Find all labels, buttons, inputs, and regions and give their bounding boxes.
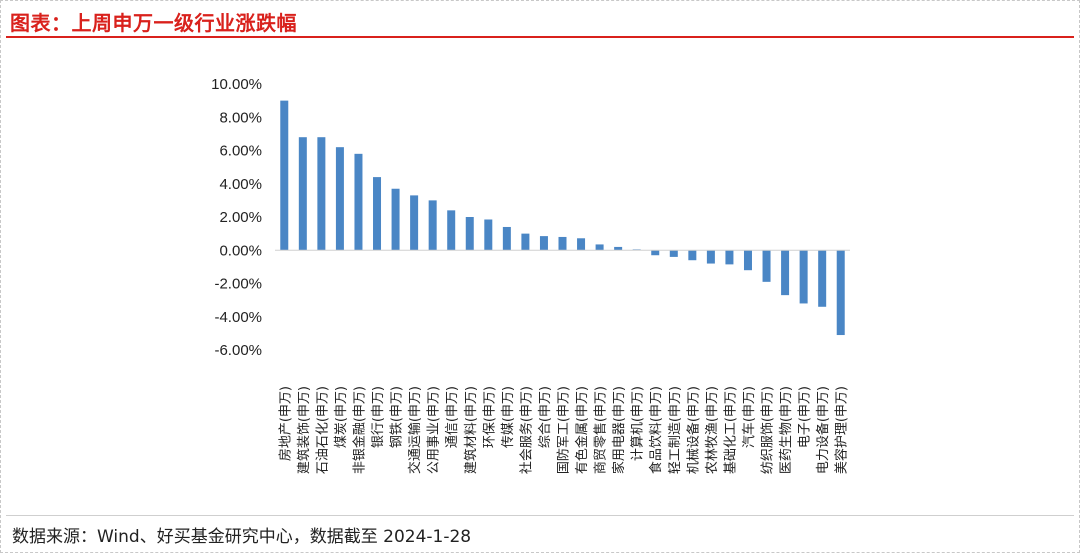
y-axis-labels: 10.00% 8.00% 6.00% 4.00% 2.00% 0.00% -2.00% -4.…: [211, 76, 262, 359]
x-tick-label: 煤炭(申万): [334, 386, 349, 448]
bar: [781, 250, 790, 296]
x-tick-label: 美容护理(申万): [834, 386, 850, 474]
title-rule: [6, 36, 1074, 38]
x-tick-label: 机械设备(申万): [685, 386, 701, 474]
x-tick-label: 农林牧渔(申万): [705, 386, 720, 474]
x-tick-label: 家用电器(申万): [611, 386, 627, 474]
source-note: 数据来源：Wind、好买基金研究中心，数据截至 2024-1-28: [12, 527, 472, 547]
x-tick-label: 公用事业(申万): [427, 386, 442, 474]
x-tick-label: 国防军工(申万): [556, 386, 572, 474]
y-tick-label: -2.00%: [214, 276, 262, 293]
x-tick-label: 钢铁(申万): [390, 386, 405, 448]
y-tick-label: 10.00%: [211, 76, 262, 93]
bars: [280, 100, 845, 336]
bar: [818, 250, 827, 307]
x-tick-label: 电力设备(申万): [815, 386, 831, 474]
bar: [595, 244, 604, 251]
bar: [539, 236, 548, 251]
bar: [298, 137, 307, 251]
bar: [669, 250, 678, 257]
bar: [317, 137, 326, 251]
x-tick-label: 传媒(申万): [501, 386, 516, 448]
footer-rule: [6, 515, 1074, 516]
bar: [577, 238, 586, 251]
x-tick-label: 食品饮料(申万): [648, 386, 664, 474]
bar: [484, 219, 493, 251]
x-tick-label: 银行(申万): [371, 386, 386, 448]
bar: [836, 250, 845, 336]
bar: [428, 200, 437, 251]
y-tick-label: 4.00%: [219, 176, 262, 193]
x-tick-label: 交通运输(申万): [407, 386, 423, 474]
x-tick-label: 环保(申万): [482, 386, 497, 448]
bar: [465, 217, 474, 251]
y-tick-label: 6.00%: [219, 143, 262, 160]
bar: [373, 177, 382, 251]
bar: [725, 250, 734, 265]
bar: [614, 246, 623, 251]
bar: [762, 250, 771, 282]
x-tick-label: 建筑材料(申万): [463, 386, 479, 474]
x-tick-label: 社会服务(申万): [518, 386, 534, 474]
bar: [335, 147, 344, 251]
x-tick-label: 医药生物(申万): [779, 386, 794, 474]
x-tick-label: 有色金属(申万): [574, 386, 590, 474]
bar: [743, 250, 752, 271]
y-tick-label: 2.00%: [219, 209, 262, 226]
bar: [799, 250, 808, 304]
x-tick-label: 房地产(申万): [277, 386, 293, 461]
bar: [502, 226, 511, 251]
bar: [688, 250, 697, 261]
y-tick-label: -4.00%: [214, 309, 262, 326]
x-tick-label: 基础化工(申万): [723, 386, 738, 474]
bar: [651, 250, 660, 256]
bar: [410, 195, 419, 251]
x-tick-label: 非银金融(申万): [351, 386, 367, 474]
x-tick-label: 汽车(申万): [741, 386, 757, 448]
x-tick-label: 综合(申万): [538, 386, 553, 448]
y-tick-label: 8.00%: [219, 109, 262, 126]
bar: [354, 153, 363, 251]
bar: [391, 188, 400, 251]
x-tick-label: 商贸零售(申万): [593, 386, 609, 474]
bar: [558, 236, 567, 251]
bar: [280, 100, 289, 251]
x-tick-label: 石油石化(申万): [315, 386, 330, 474]
figure-title: 图表：上周申万一级行业涨跌幅: [10, 11, 297, 35]
y-tick-label: -6.00%: [214, 342, 262, 359]
x-tick-label: 轻工制造(申万): [668, 386, 683, 474]
bar: [521, 233, 530, 251]
x-tick-label: 纺织服饰(申万): [761, 386, 776, 474]
x-tick-label: 建筑装饰(申万): [296, 386, 312, 474]
bar: [447, 210, 456, 251]
y-tick-label: 0.00%: [219, 242, 262, 259]
x-axis-labels: 房地产(申万) 建筑装饰(申万) 石油石化(申万) 煤炭(申万) 非银金融(申万) 银行(…: [277, 386, 849, 474]
x-tick-label: 计算机(申万): [631, 386, 646, 461]
x-tick-label: 电子(申万): [798, 386, 813, 448]
bar: [706, 250, 715, 264]
x-tick-label: 通信(申万): [445, 386, 460, 448]
